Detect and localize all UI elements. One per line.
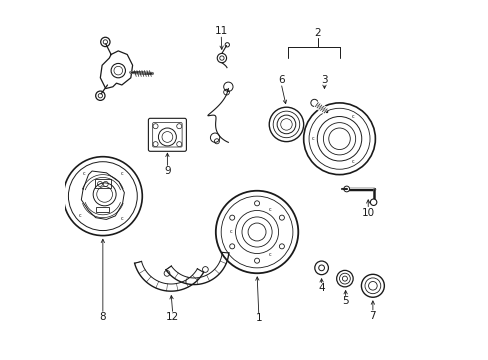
Text: c: c xyxy=(350,114,353,118)
Text: 12: 12 xyxy=(166,312,179,322)
Text: c: c xyxy=(268,207,271,212)
Circle shape xyxy=(369,199,376,206)
Text: 11: 11 xyxy=(214,26,227,36)
Text: c: c xyxy=(268,252,271,257)
Circle shape xyxy=(310,99,317,107)
Text: 1: 1 xyxy=(255,313,262,323)
Text: 7: 7 xyxy=(369,311,375,320)
Text: 10: 10 xyxy=(361,208,374,218)
Text: c: c xyxy=(120,216,123,221)
Circle shape xyxy=(229,215,234,220)
Circle shape xyxy=(176,141,182,147)
Circle shape xyxy=(343,186,349,192)
Text: 4: 4 xyxy=(318,283,324,293)
Circle shape xyxy=(254,201,259,206)
Circle shape xyxy=(229,244,234,249)
Circle shape xyxy=(279,244,284,249)
Text: c: c xyxy=(311,136,314,141)
Text: 5: 5 xyxy=(342,296,348,306)
Text: 6: 6 xyxy=(277,75,284,85)
Text: c: c xyxy=(82,171,85,176)
Text: c: c xyxy=(350,159,353,164)
Bar xyxy=(96,207,109,212)
Circle shape xyxy=(279,215,284,220)
Text: c: c xyxy=(79,212,81,217)
Text: c: c xyxy=(229,229,232,234)
Text: 2: 2 xyxy=(314,28,321,38)
Text: c: c xyxy=(120,171,123,176)
Text: 3: 3 xyxy=(321,75,327,85)
Circle shape xyxy=(254,258,259,263)
Circle shape xyxy=(153,124,158,129)
Circle shape xyxy=(153,141,158,147)
Circle shape xyxy=(176,124,182,129)
Text: 8: 8 xyxy=(100,312,106,322)
Text: 9: 9 xyxy=(164,166,170,176)
